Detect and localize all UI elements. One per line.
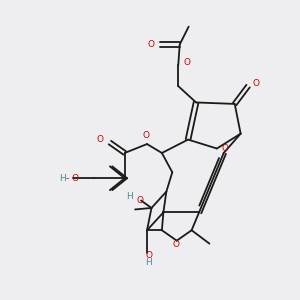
Text: H: H <box>59 174 66 183</box>
Text: - O: - O <box>66 174 79 183</box>
Text: O: O <box>183 58 190 67</box>
Text: O: O <box>222 144 229 153</box>
Text: O: O <box>145 251 152 260</box>
Text: H: H <box>145 258 152 267</box>
Text: H: H <box>126 192 133 201</box>
Text: O: O <box>147 40 154 49</box>
Text: O: O <box>142 131 149 140</box>
Text: O: O <box>136 196 143 205</box>
Text: O: O <box>173 240 180 249</box>
Text: O: O <box>253 79 260 88</box>
Text: O: O <box>97 135 104 144</box>
